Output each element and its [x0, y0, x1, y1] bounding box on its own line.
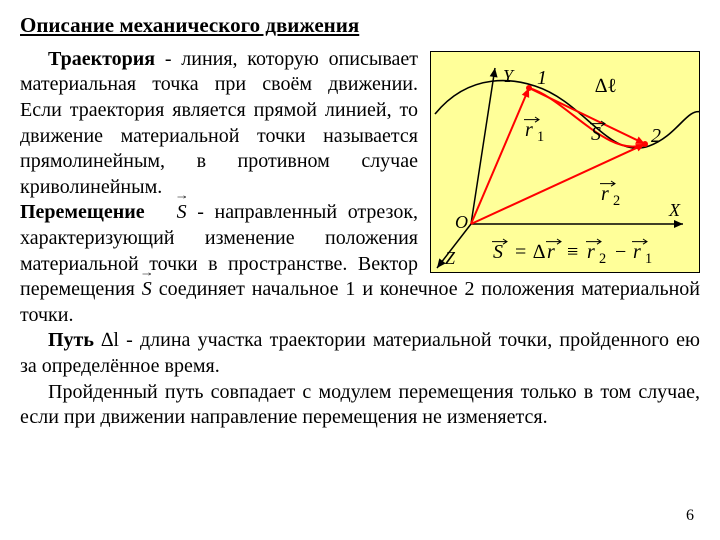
sym: S [177, 201, 187, 223]
svg-text:1: 1 [537, 129, 544, 145]
page-title: Описание механического движения [20, 12, 700, 39]
definition-path: Путь ∆l - длина участка траектории матер… [20, 328, 700, 379]
svg-text:O: O [455, 212, 468, 232]
svg-text:r: r [587, 241, 595, 263]
svg-text:r: r [633, 241, 641, 263]
svg-text:1: 1 [645, 251, 652, 267]
svg-text:r: r [601, 183, 609, 205]
text: ∆l - длина участка траектории материальн… [20, 329, 700, 377]
svg-text:Z: Z [445, 248, 456, 268]
text: Траектория - линия, которую описывает ма… [20, 48, 418, 198]
svg-text:≡: ≡ [567, 241, 578, 263]
svg-text:S: S [591, 123, 601, 145]
svg-text:2: 2 [613, 193, 620, 209]
trajectory-figure: XYZO12∆ℓr1r2SS=∆r≡r2−r1 [430, 51, 700, 273]
page-number: 6 [686, 506, 694, 526]
term: Перемещение [20, 201, 145, 223]
svg-text:1: 1 [537, 67, 547, 89]
remark: Пройденный путь совпадает с модулем пере… [20, 380, 700, 431]
vector-s-symbol-2: S [142, 277, 152, 303]
svg-text:2: 2 [651, 125, 661, 147]
svg-text:∆ℓ: ∆ℓ [595, 75, 617, 97]
svg-text:S: S [493, 241, 503, 263]
svg-text:=: = [515, 241, 526, 263]
svg-text:r: r [547, 241, 555, 263]
svg-text:2: 2 [599, 251, 606, 267]
svg-text:X: X [668, 200, 681, 220]
svg-text:∆: ∆ [533, 241, 545, 263]
vector-s-symbol: S [177, 200, 187, 226]
svg-text:r: r [525, 119, 533, 141]
term: Путь [48, 329, 94, 351]
svg-text:−: − [615, 241, 626, 263]
sym: S [142, 278, 152, 300]
content: XYZO12∆ℓr1r2SS=∆r≡r2−r1 Траектория - лин… [20, 47, 700, 431]
